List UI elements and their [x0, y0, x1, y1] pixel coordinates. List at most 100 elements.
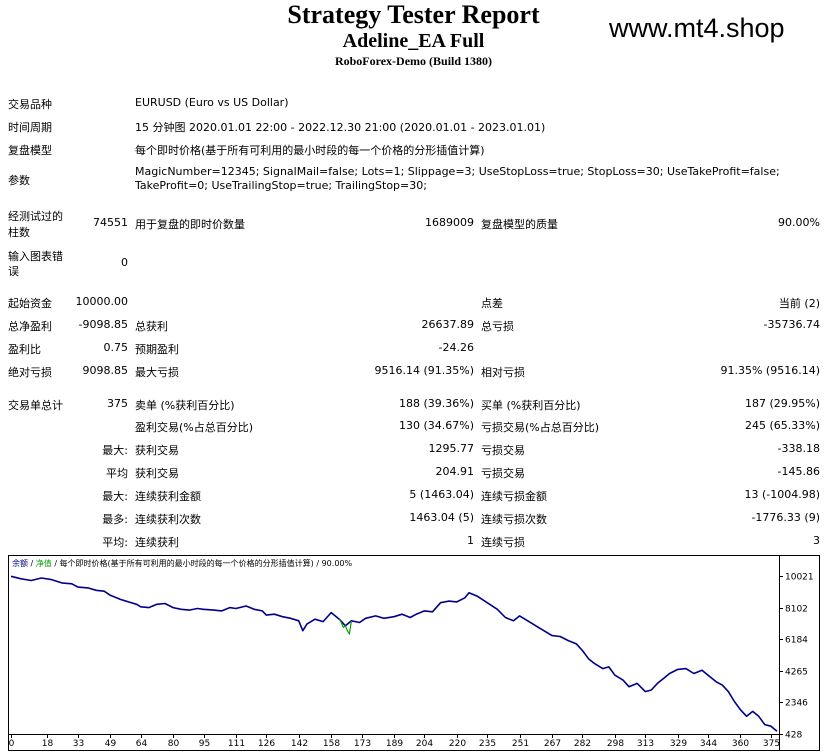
model-label: 复盘模型 [8, 144, 52, 157]
legend-separator-2: / [52, 559, 60, 568]
x-tick-label: 235 [479, 739, 496, 749]
equity-line [338, 618, 352, 635]
watermark: www.mt4.shop [609, 13, 785, 43]
period-value: 15 分钟图 2020.01.01 22:00 - 2022.12.30 21:… [135, 121, 546, 134]
x-tick-label: 344 [700, 739, 717, 749]
legend-separator-3: / [314, 559, 322, 568]
y-tick-label: 6184 [785, 636, 808, 646]
average-profit-label: 获利交易 [135, 467, 179, 480]
errors-value: 0 [121, 256, 128, 269]
average-profit-value: 204.91 [435, 465, 475, 478]
params-line-2: TakeProfit=0; UseTrailingStop=true; Trai… [135, 179, 427, 192]
gross-loss-value: -35736.74 [763, 318, 820, 331]
net-profit-label: 总净盈利 [8, 320, 52, 333]
chart-frame [8, 555, 820, 751]
x-tick-label: 142 [291, 739, 308, 749]
x-tick-label: 49 [105, 739, 117, 749]
server-build: RoboForex-Demo (Build 1380) [334, 54, 493, 68]
y-tick-label: 8102 [785, 605, 808, 615]
symbol-label: 交易品种 [8, 98, 52, 111]
balance-line [10, 575, 778, 732]
deposit-label: 起始资金 [8, 297, 52, 310]
legend-quality: 90.00% [322, 559, 353, 568]
profit-trades-value: 130 (34.67%) [398, 419, 474, 432]
max-drawdown-label: 最大亏损 [135, 366, 179, 379]
x-tick-label: 95 [199, 739, 210, 749]
y-tick-label: 4265 [785, 668, 808, 678]
deposit-value: 10000.00 [75, 295, 129, 308]
period-label: 时间周期 [8, 121, 52, 134]
gross-profit-value: 26637.89 [421, 318, 475, 331]
largest-profit-value: 1295.77 [428, 442, 475, 455]
x-tick-label: 375 [763, 739, 780, 749]
x-ticks: 0 18 33 49 64 80 95 111 126 142 158 173 189 204 220 235… [9, 734, 780, 749]
max-consecutive-loss-label: 连续亏损次数 [481, 513, 547, 526]
average-loss-label: 亏损交易 [481, 467, 525, 480]
x-tick-label: 158 [323, 739, 340, 749]
chart-legend: 余额 / 净值 / 每个即时价格(基于所有可利用的最小时段的每一个价格的分形插值… [12, 558, 352, 568]
absolute-drawdown-label: 绝对亏损 [8, 366, 52, 379]
profit-factor-value: 0.75 [103, 341, 129, 354]
x-tick-label: 267 [544, 739, 561, 749]
max-consecutive-profit-label: 连续获利次数 [135, 513, 201, 526]
report-title: Strategy Tester Report [287, 0, 540, 29]
max-consecutive-wins-label: 连续获利金额 [135, 490, 201, 503]
max-drawdown-value: 9516.14 (91.35%) [374, 364, 474, 377]
x-tick-label: 64 [136, 739, 148, 749]
long-positions-value: 187 (29.95%) [744, 397, 820, 410]
max-consecutive-amount-prefix: 最多: [102, 513, 128, 526]
errors-label-line-1: 输入图表错 [8, 250, 63, 263]
ticks-value: 1689009 [425, 216, 474, 229]
relative-drawdown-value: 91.35% (9516.14) [720, 364, 820, 377]
x-tick-label: 282 [574, 739, 591, 749]
bars-value: 74551 [93, 216, 128, 229]
average-consecutive-wins-label: 连续获利 [135, 536, 179, 549]
largest-loss-value: -338.18 [777, 442, 820, 455]
legend-equity: 净值 [36, 558, 52, 568]
series [10, 575, 778, 732]
average-consecutive-losses-label: 连续亏损 [481, 536, 525, 549]
short-positions-label: 卖单 (%获利百分比) [135, 399, 235, 412]
spread-label: 点差 [481, 297, 503, 310]
x-tick-label: 126 [258, 739, 275, 749]
model-value: 每个即时价格(基于所有可利用的最小时段的每一个价格的分形插值计算) [135, 144, 485, 157]
max-consecutive-profit-value: 1463.04 (5) [409, 511, 474, 524]
legend-model: 每个即时价格(基于所有可利用的最小时段的每一个价格的分形插值计算) [60, 558, 314, 568]
spread-value: 当前 (2) [778, 297, 820, 310]
average-consecutive-losses-value: 3 [813, 534, 820, 547]
x-tick-label: 33 [73, 739, 84, 749]
expected-payoff-label: 预期盈利 [135, 343, 179, 356]
x-tick-label: 204 [416, 739, 433, 749]
loss-trades-label: 亏损交易(%占总百分比) [481, 421, 600, 434]
symbol-value: EURUSD (Euro vs US Dollar) [135, 96, 289, 109]
long-positions-label: 买单 (%获利百分比) [481, 399, 581, 412]
largest-profit-label: 获利交易 [135, 444, 179, 457]
params-label: 参数 [8, 174, 30, 187]
x-tick-label: 360 [732, 739, 749, 749]
relative-drawdown-label: 相对亏损 [481, 366, 525, 379]
max-consecutive-prefix: 最大: [102, 490, 128, 503]
gross-profit-label: 总获利 [135, 320, 168, 333]
x-tick-label: 329 [670, 739, 687, 749]
x-tick-label: 111 [228, 739, 245, 749]
short-positions-value: 188 (39.36%) [398, 397, 474, 410]
max-consecutive-losses-value: 13 (-1004.98) [744, 488, 820, 501]
y-tick-label: 2346 [785, 699, 808, 709]
absolute-drawdown-value: 9098.85 [82, 364, 129, 377]
x-tick-label: 189 [386, 739, 403, 749]
x-tick-label: 80 [168, 739, 180, 749]
profit-trades-label: 盈利交易(%占总百分比) [135, 421, 254, 434]
ticks-label: 用于复盘的即时价数量 [135, 218, 245, 231]
params-line-1: MagicNumber=12345; SignalMail=false; Lot… [135, 165, 780, 178]
y-tick-label: 10021 [785, 573, 814, 583]
balance-chart: 10021 8102 6184 4265 2346 428 0 18 33 49 64 80 95 11… [8, 555, 820, 751]
x-tick-label: 0 [9, 739, 15, 749]
x-tick-label: 313 [637, 739, 654, 749]
legend-balance: 余额 [12, 558, 28, 568]
legend-separator-1: / [28, 559, 36, 568]
x-tick-label: 173 [354, 739, 371, 749]
gross-loss-label: 总亏损 [481, 320, 514, 333]
y-ticks: 10021 8102 6184 4265 2346 428 [779, 573, 814, 741]
x-tick-label: 18 [42, 739, 54, 749]
total-trades-value: 375 [107, 397, 128, 410]
